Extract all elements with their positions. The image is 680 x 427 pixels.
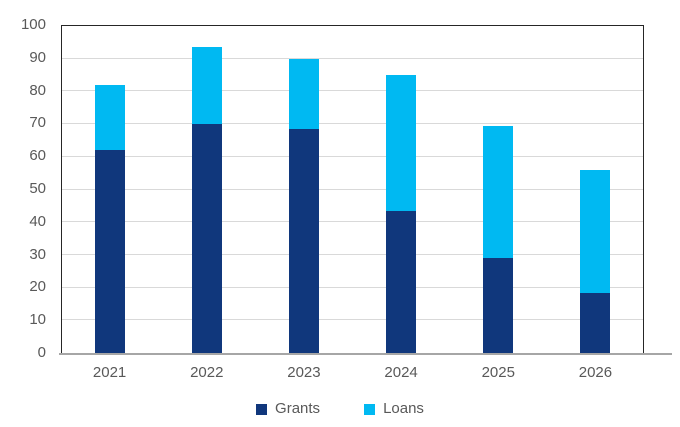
- loans-bar-segment: [385, 75, 416, 211]
- y-axis: 0 10 20 30 40 50 60 70 80 90 100: [0, 16, 46, 361]
- legend-item-grants: Grants: [256, 400, 320, 418]
- gridline: [62, 319, 643, 321]
- loans-bar-segment: [289, 58, 320, 130]
- gridline: [62, 123, 643, 125]
- y-axis-tick-label: 70: [29, 114, 46, 132]
- grants-bar-segment: [95, 150, 126, 353]
- y-axis-tick-label: 10: [29, 311, 46, 329]
- x-axis: 2021 2022 2023 2024 2025 2026: [61, 364, 644, 384]
- y-axis-tick-label: 80: [29, 81, 46, 99]
- x-axis-tick-label: 2023: [287, 364, 321, 381]
- loans-bar-segment: [482, 125, 513, 259]
- legend-label: Grants: [275, 400, 321, 417]
- gridline: [62, 90, 643, 92]
- grants-bar-segment: [482, 258, 513, 353]
- x-axis-tick-label: 2022: [190, 364, 224, 381]
- y-axis-tick-label: 40: [29, 212, 46, 230]
- gridline: [62, 155, 643, 157]
- grants-bar-segment: [385, 210, 416, 353]
- y-axis-tick-label: 0: [37, 344, 46, 361]
- loans-bar-segment: [95, 84, 126, 151]
- loans-bar-segment: [192, 47, 223, 125]
- y-axis-tick-label: 90: [29, 48, 46, 66]
- grants-bar-segment: [192, 124, 223, 353]
- gridline: [62, 253, 643, 255]
- grants-bar-segment: [289, 129, 320, 353]
- legend: Grants Loans: [0, 400, 680, 418]
- y-axis-tick-label: 60: [29, 147, 46, 165]
- plot-area: [61, 25, 644, 353]
- gridline: [62, 57, 643, 59]
- legend-swatch-loans: [364, 403, 376, 415]
- x-axis-line: [59, 353, 672, 355]
- legend-swatch-grants: [256, 403, 268, 415]
- legend-item-loans: Loans: [364, 400, 424, 418]
- legend-label: Loans: [383, 400, 424, 417]
- gridline: [62, 188, 643, 190]
- y-axis-tick-label: 20: [29, 278, 46, 296]
- x-axis-tick-label: 2026: [578, 364, 613, 381]
- gridline: [62, 286, 643, 288]
- y-axis-tick-label: 100: [20, 16, 46, 33]
- loans-bar-segment: [579, 169, 610, 293]
- gridline: [62, 221, 643, 223]
- x-axis-tick-label: 2021: [92, 364, 127, 381]
- x-axis-tick-label: 2025: [481, 364, 515, 381]
- y-axis-tick-label: 30: [29, 245, 46, 263]
- y-axis-tick-label: 50: [29, 180, 46, 197]
- grants-bar-segment: [579, 292, 610, 353]
- x-axis-tick-label: 2024: [384, 364, 418, 381]
